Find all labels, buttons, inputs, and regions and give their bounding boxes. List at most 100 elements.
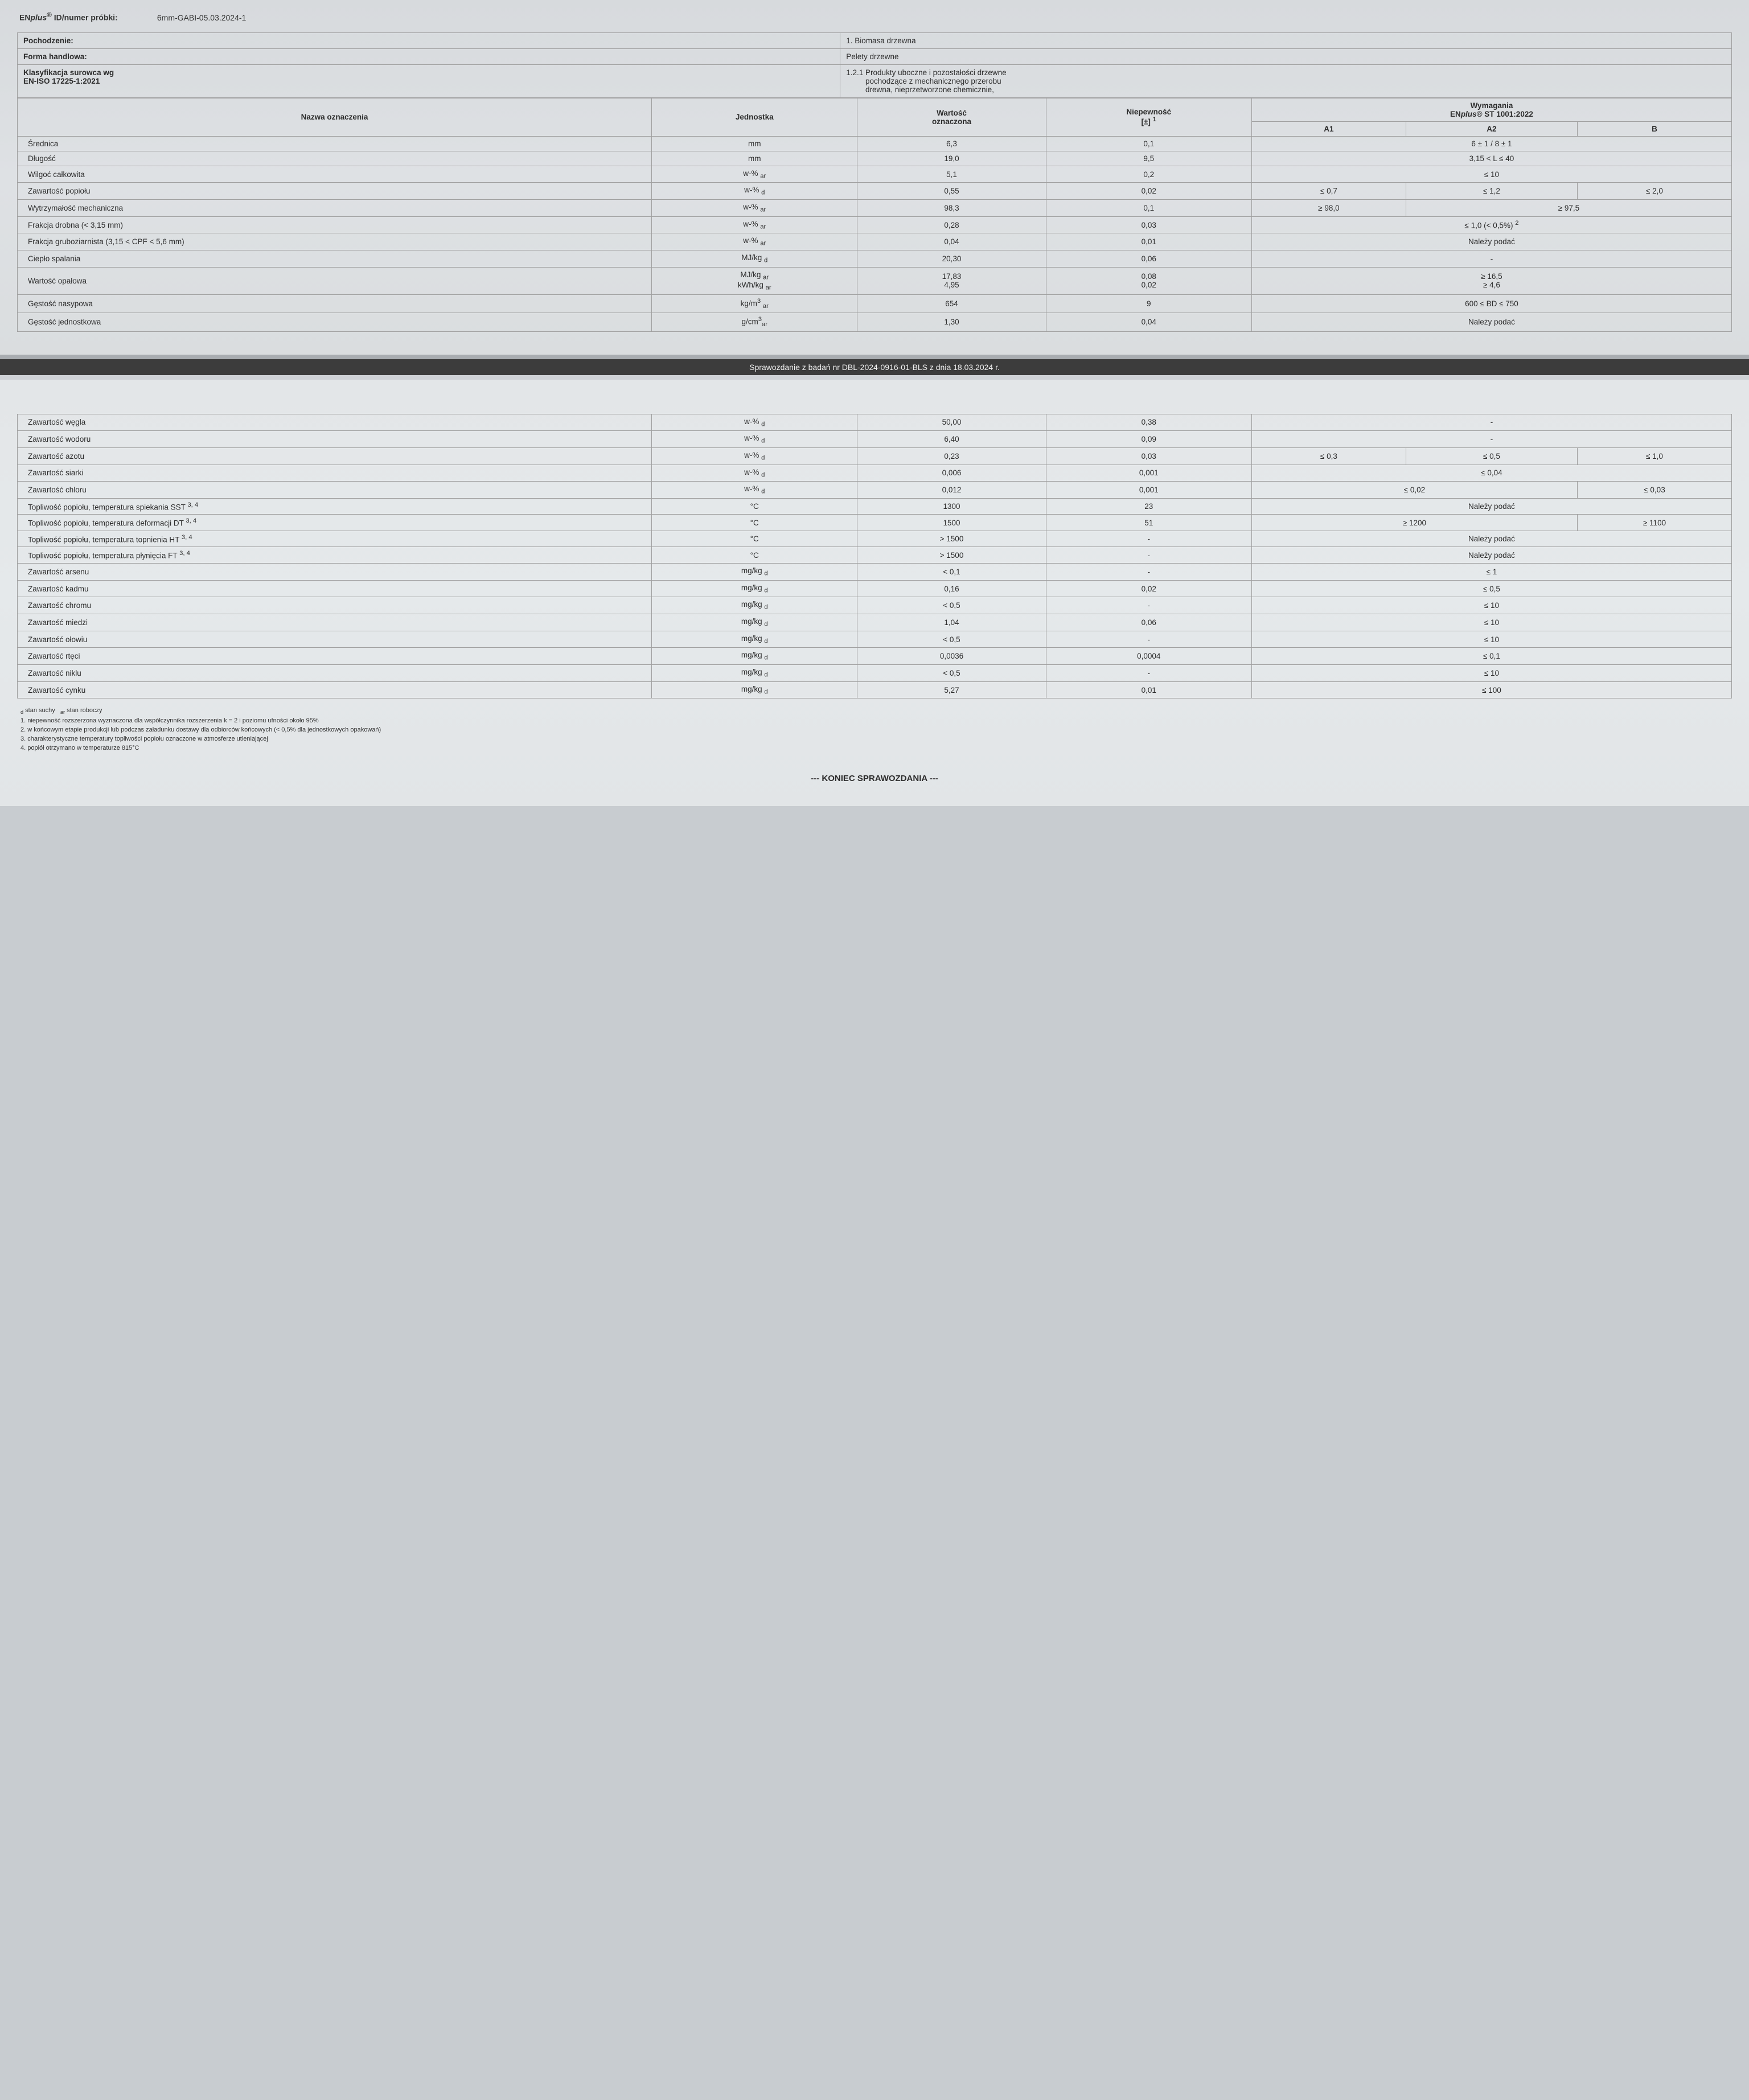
param-value: < 0,5 xyxy=(857,631,1046,648)
table-row: Gęstość jednostkowag/cm3ar1,300,04Należy… xyxy=(18,313,1732,331)
param-unit: w-% ar xyxy=(652,233,857,250)
table-row: Ciepło spalaniaMJ/kg d20,300,06- xyxy=(18,250,1732,268)
param-unit: w-% d xyxy=(652,431,857,448)
report-divider: Sprawozdanie z badań nr DBL-2024-0916-01… xyxy=(0,355,1749,380)
param-unit: mg/kg d xyxy=(652,681,857,698)
param-value: < 0,5 xyxy=(857,597,1046,614)
param-name: Zawartość niklu xyxy=(18,665,652,682)
param-value: 6,3 xyxy=(857,136,1046,151)
table-row: Długośćmm19,09,53,15 < L ≤ 40 xyxy=(18,151,1732,166)
param-value: 0,0036 xyxy=(857,648,1046,665)
col-req: WymaganiaENplus® ST 1001:2022 xyxy=(1251,98,1731,121)
param-name: Topliwość popiołu, temperatura topnienia… xyxy=(18,531,652,547)
param-req: ≤ 0,3 xyxy=(1251,447,1406,465)
param-req: ≤ 10 xyxy=(1251,597,1731,614)
footnote-line: 1. niepewność rozszerzona wyznaczona dla… xyxy=(20,717,1732,726)
param-req: Należy podać xyxy=(1251,498,1731,515)
param-name: Gęstość nasypowa xyxy=(18,295,652,313)
param-req: Należy podać xyxy=(1251,233,1731,250)
param-name: Długość xyxy=(18,151,652,166)
param-name: Wilgoć całkowita xyxy=(18,166,652,183)
param-value: 5,1 xyxy=(857,166,1046,183)
param-unit: MJ/kg arkWh/kg ar xyxy=(652,267,857,294)
param-uncert: - xyxy=(1046,631,1251,648)
param-req: ≥ 97,5 xyxy=(1406,200,1731,217)
table-row: Zawartość siarkiw-% d0,0060,001≤ 0,04 xyxy=(18,465,1732,482)
param-value: 0,04 xyxy=(857,233,1046,250)
param-value: 0,16 xyxy=(857,580,1046,597)
param-uncert: 0,38 xyxy=(1046,414,1251,431)
param-name: Zawartość węgla xyxy=(18,414,652,431)
param-req: 3,15 < L ≤ 40 xyxy=(1251,151,1731,166)
table-row: Zawartość azotuw-% d0,230,03≤ 0,3≤ 0,5≤ … xyxy=(18,447,1732,465)
param-name: Frakcja drobna (< 3,15 mm) xyxy=(18,216,652,233)
param-req: ≤ 1,0 (< 0,5%) 2 xyxy=(1251,216,1731,233)
param-value: 19,0 xyxy=(857,151,1046,166)
param-req: 600 ≤ BD ≤ 750 xyxy=(1251,295,1731,313)
param-value: < 0,1 xyxy=(857,563,1046,580)
param-value: 0,006 xyxy=(857,465,1046,482)
param-name: Zawartość chromu xyxy=(18,597,652,614)
col-unit: Jednostka xyxy=(652,98,857,136)
sample-id-label: ENplus® ID/numer próbki: xyxy=(19,11,139,22)
param-value: 5,27 xyxy=(857,681,1046,698)
param-name: Średnica xyxy=(18,136,652,151)
param-uncert: 0,080,02 xyxy=(1046,267,1251,294)
param-value: 1300 xyxy=(857,498,1046,515)
param-unit: w-% ar xyxy=(652,166,857,183)
param-uncert: 0,06 xyxy=(1046,250,1251,268)
meta-value: Pelety drzewne xyxy=(840,48,1732,64)
param-value: 0,23 xyxy=(857,447,1046,465)
param-name: Frakcja gruboziarnista (3,15 < CPF < 5,6… xyxy=(18,233,652,250)
param-unit: mg/kg d xyxy=(652,648,857,665)
param-name: Zawartość rtęci xyxy=(18,648,652,665)
param-uncert: 0,03 xyxy=(1046,216,1251,233)
param-uncert: 0,06 xyxy=(1046,614,1251,631)
param-req: ≤ 100 xyxy=(1251,681,1731,698)
table-row: Zawartość wodoruw-% d6,400,09- xyxy=(18,431,1732,448)
table-row: Zawartość chromumg/kg d< 0,5-≤ 10 xyxy=(18,597,1732,614)
param-req: ≤ 10 xyxy=(1251,631,1731,648)
param-unit: °C xyxy=(652,531,857,547)
table-row: Frakcja gruboziarnista (3,15 < CPF < 5,6… xyxy=(18,233,1732,250)
param-unit: g/cm3ar xyxy=(652,313,857,331)
param-name: Ciepło spalania xyxy=(18,250,652,268)
param-value: 98,3 xyxy=(857,200,1046,217)
param-uncert: 0,01 xyxy=(1046,681,1251,698)
param-value: > 1500 xyxy=(857,531,1046,547)
param-uncert: - xyxy=(1046,547,1251,564)
param-uncert: 0,001 xyxy=(1046,482,1251,499)
param-name: Zawartość kadmu xyxy=(18,580,652,597)
table-row: Topliwość popiołu, temperatura deformacj… xyxy=(18,515,1732,531)
table-row: Zawartość kadmumg/kg d0,160,02≤ 0,5 xyxy=(18,580,1732,597)
table-row: Średnicamm6,30,16 ± 1 / 8 ± 1 xyxy=(18,136,1732,151)
footnote-line: 4. popiół otrzymano w temperaturze 815°C xyxy=(20,744,1732,753)
param-name: Wytrzymałość mechaniczna xyxy=(18,200,652,217)
param-unit: kg/m3 ar xyxy=(652,295,857,313)
param-req: ≤ 0,02 xyxy=(1251,482,1577,499)
table-row: Topliwość popiołu, temperatura topnienia… xyxy=(18,531,1732,547)
end-of-report: --- KONIEC SPRAWOZDANIA --- xyxy=(17,774,1732,783)
param-req: ≤ 0,5 xyxy=(1406,447,1577,465)
param-unit: °C xyxy=(652,515,857,531)
report-page-1: ENplus® ID/numer próbki: 6mm-GABI-05.03.… xyxy=(0,0,1749,355)
param-value: 0,28 xyxy=(857,216,1046,233)
param-req: ≤ 1,0 xyxy=(1577,447,1731,465)
param-unit: mm xyxy=(652,151,857,166)
param-req: ≤ 10 xyxy=(1251,614,1731,631)
col-value: Wartośćoznaczona xyxy=(857,98,1046,136)
param-name: Topliwość popiołu, temperatura deformacj… xyxy=(18,515,652,531)
footnote-line: d stan suchy ar stan roboczy xyxy=(20,706,1732,716)
param-uncert: 23 xyxy=(1046,498,1251,515)
param-uncert: - xyxy=(1046,597,1251,614)
col-b: B xyxy=(1577,121,1731,136)
sample-id-line: ENplus® ID/numer próbki: 6mm-GABI-05.03.… xyxy=(17,11,1732,22)
table-row: Zawartość węglaw-% d50,000,38- xyxy=(18,414,1732,431)
footnotes: d stan suchy ar stan roboczy1. niepewnoś… xyxy=(17,706,1732,753)
param-value: > 1500 xyxy=(857,547,1046,564)
sample-id-value: 6mm-GABI-05.03.2024-1 xyxy=(157,13,246,22)
param-unit: °C xyxy=(652,498,857,515)
param-req: ≤ 0,03 xyxy=(1577,482,1731,499)
param-value: 17,834,95 xyxy=(857,267,1046,294)
param-unit: w-% ar xyxy=(652,200,857,217)
